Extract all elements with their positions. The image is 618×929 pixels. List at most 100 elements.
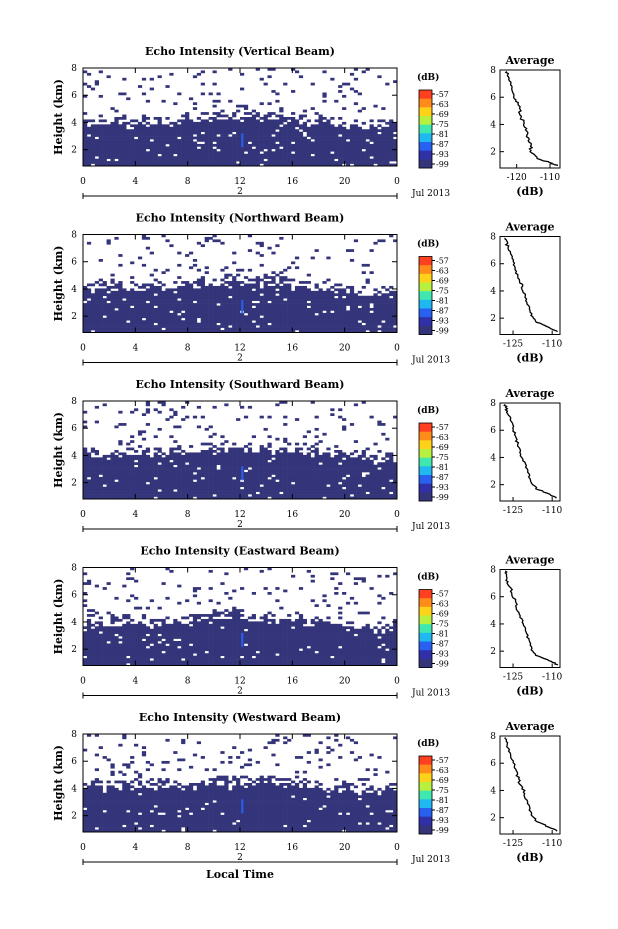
echo-cell [365,325,370,328]
echo-cell [389,290,394,294]
echo-cell [271,136,276,140]
colorbar-swatch [419,282,432,292]
echo-cell [157,310,162,314]
echo-cell [188,489,194,492]
echo-cell [122,308,127,311]
echo-cell [122,312,127,316]
echo-cell [345,153,351,157]
echo-cell [361,310,366,314]
echo-cell [291,496,296,500]
echo-cell [181,158,186,162]
echo-cell [294,479,300,483]
echo-cell [181,486,186,490]
echo-cell [98,131,103,135]
echo-cell [275,273,280,277]
echo-cell [188,139,194,142]
echo-cell [212,104,217,108]
echo-cell [126,158,131,162]
echo-cell [118,143,123,147]
echo-cell [287,283,292,287]
echo-cell [102,330,107,333]
echo-cell [393,290,398,294]
echo-cell [137,293,143,297]
echo-cell [169,447,174,451]
echo-cell [126,290,131,294]
echo-cell [157,139,162,142]
echo-cell [342,467,347,470]
echo-cell [373,153,378,157]
echo-cell [259,445,264,448]
echo-cell [157,124,162,128]
echo-cell [318,491,323,495]
echo-cell [393,476,398,480]
echo-cell [114,131,119,135]
echo-cell [283,295,288,299]
echo-cell [106,476,111,480]
echo-cell [314,131,319,135]
echo-cell [291,112,296,115]
echo-cell [173,303,178,306]
echo-cell [291,163,296,167]
echo-cell [263,322,268,326]
echo-cell [275,310,280,314]
colorbar-tick-label: -81 [436,463,449,472]
echo-cell [259,447,264,451]
echo-cell [247,479,253,483]
echo-cell [86,636,92,639]
echo-cell [291,464,296,468]
echo-cell [302,293,308,297]
echo-cell [204,427,209,431]
echo-cell [90,119,96,123]
echo-cell [169,131,174,135]
echo-cell [200,467,205,470]
echo-cell [243,161,249,164]
echo-cell [137,454,143,458]
echo-cell [369,126,374,130]
echo-cell [357,151,362,155]
echo-cell [291,467,296,470]
echo-cell [161,293,166,297]
echo-cell [255,278,260,282]
echo-cell [181,454,186,458]
echo-cell [161,283,166,287]
echo-cell [188,459,194,463]
echo-cell [338,303,343,306]
colorbar-tick-label: -99 [436,327,449,336]
echo-cell [224,494,229,497]
echo-cell [236,290,241,294]
echo-cell [275,325,280,328]
echo-cell [200,457,205,461]
echo-cell [83,604,88,607]
echo-cell [208,134,213,137]
echo-cell [149,134,154,137]
echo-cell [251,484,256,488]
echo-cell [247,405,253,409]
echo-cell [302,126,308,130]
echo-cell [102,126,107,130]
average-x-tick-label: -110 [542,506,562,516]
echo-cell [126,459,131,463]
echo-cell [216,312,221,316]
echo-cell [302,496,308,500]
echo-cell [141,430,147,434]
echo-cell [185,484,190,488]
echo-cell [314,134,319,137]
echo-cell [369,462,374,465]
echo-cell [216,452,221,456]
echo-cell [137,432,143,436]
echo-cell [196,476,202,480]
echo-cell [122,476,127,480]
echo-cell [271,161,276,164]
echo-cell [208,464,213,468]
colorbar-swatch [419,492,432,502]
echo-cell [334,303,339,306]
echo-cell [137,327,143,331]
echo-cell [247,285,253,289]
echo-cell [161,234,166,238]
echo-cell [334,450,339,453]
echo-cell [94,467,99,470]
echo-cell [110,469,115,473]
echo-cell [118,472,123,475]
echo-cell [236,469,241,473]
echo-cell [216,112,221,115]
